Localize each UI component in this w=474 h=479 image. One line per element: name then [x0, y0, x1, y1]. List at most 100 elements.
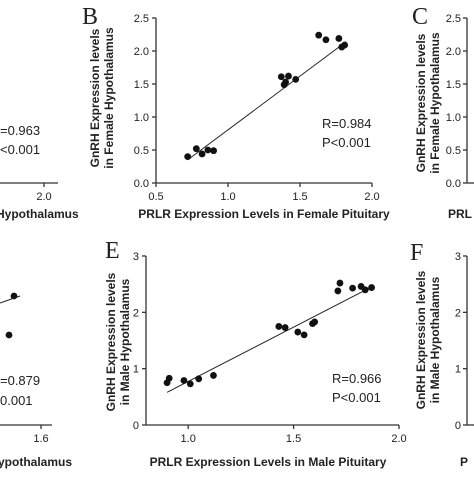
- panel-b-y-tick-label: 0.5: [134, 145, 149, 157]
- panel-d-x-axis-title: ypothalamus: [0, 455, 72, 469]
- panel-b-data-point: [198, 150, 206, 158]
- panel-d-stat-r: =0.879: [0, 373, 40, 388]
- panel-b-data-point: [285, 72, 292, 80]
- panel-c-y-tick-label: 2.5: [446, 13, 461, 25]
- panel-b-data-point: [210, 147, 218, 155]
- panel-b-y-ticks: 0.0 0.5 1.0 1.5 2.0 2.5: [134, 13, 156, 190]
- panel-d: 1.6 ypothalamus =0.879 0.001: [0, 292, 72, 469]
- panel-e-data-point: [336, 279, 344, 287]
- panel-d-x-tick-label: 1.6: [33, 433, 48, 445]
- panel-b-fit-line: [187, 41, 347, 161]
- panel-e-fit-line: [166, 285, 374, 393]
- panel-e-y-tick-label: 3: [133, 251, 139, 263]
- panel-e-data-point: [195, 375, 203, 383]
- panel-e: E GnRH Expression levels in Male Hypotha…: [104, 238, 407, 469]
- panel-e-x-axis-title: PRLR Expression Levels in Male Pituitary: [150, 455, 387, 469]
- panel-b-y-tick-label: 1.5: [134, 79, 149, 91]
- panel-c-letter: C: [412, 4, 428, 30]
- panel-e-y-tick-label: 1: [133, 364, 139, 376]
- panel-f-letter: F: [410, 240, 423, 266]
- panel-e-data-point: [186, 380, 194, 388]
- panel-b-y-tick-label: 2.0: [134, 46, 149, 58]
- panel-f-y-tick-label: 1: [455, 364, 461, 376]
- panel-b-points: [184, 31, 349, 161]
- panel-c-y-tick-label: 0.5: [446, 145, 461, 157]
- panel-a: 2.0 Hypothalamus =0.963 <0.001: [0, 123, 79, 221]
- panel-b: B GnRH Expression levels in Female Hypot…: [82, 4, 390, 221]
- panel-b-stat-p: P<0.001: [322, 135, 371, 150]
- panel-e-data-point: [361, 286, 369, 294]
- panel-b-x-tick-label: 1.5: [292, 191, 307, 203]
- panel-b-y-axis-title-line-2: in Female Hypothalamus: [102, 27, 116, 169]
- panel-f-y-axis-title-line-1: GnRH Expression levels: [414, 270, 428, 409]
- panel-f-y-tick-label: 2: [455, 307, 461, 319]
- panel-b-y-axis-title-line-1: GnRH Expression levels: [88, 28, 102, 167]
- panel-e-data-point: [334, 287, 342, 295]
- panel-b-letter: B: [82, 4, 98, 30]
- panel-a-stat-p: <0.001: [0, 142, 40, 157]
- panel-c-y-ticks: 0.0 0.5 1.0 1.5 2.0 2.5: [446, 13, 467, 190]
- panel-b-data-point: [292, 75, 300, 83]
- panel-f-y-tick-label: 3: [455, 251, 461, 263]
- panel-c-y-tick-label: 0.0: [446, 178, 461, 190]
- panel-f-y-ticks: 0 1 2 3: [455, 251, 467, 432]
- panel-a-stat-r: =0.963: [0, 123, 40, 138]
- panel-b-data-point: [282, 78, 289, 86]
- panel-e-x-tick-label: 1.5: [286, 433, 301, 445]
- panel-e-data-point: [165, 374, 173, 382]
- panel-b-x-tick-label: 1.0: [220, 191, 235, 203]
- panel-b-data-point: [277, 73, 285, 81]
- panel-e-x-tick-label: 2.0: [391, 433, 406, 445]
- panel-b-data-point: [184, 153, 192, 161]
- panel-e-y-tick-label: 2: [133, 307, 139, 319]
- panel-b-stat-r: R=0.984: [322, 116, 372, 131]
- panel-e-data-point: [368, 284, 375, 291]
- panel-b-data-point: [335, 35, 343, 42]
- panel-e-x-tick-label: 1.0: [181, 433, 196, 445]
- panel-a-x-axis-title: Hypothalamus: [0, 207, 79, 221]
- panel-c-y-tick-label: 1.0: [446, 112, 461, 124]
- panel-e-data-point: [281, 324, 289, 331]
- panel-e-y-axis-title-line-1: GnRH Expression levels: [104, 272, 118, 411]
- panel-e-data-point: [300, 331, 308, 339]
- panel-f: F GnRH Expression levels in Male Hypotha…: [410, 240, 474, 469]
- panel-b-x-tick-label: 2.0: [364, 191, 379, 203]
- panel-e-stat-r: R=0.966: [332, 371, 382, 386]
- panel-c: C GnRH Expression levels in Female Hypot…: [412, 4, 474, 221]
- panel-e-y-ticks: 0 1 2 3: [133, 251, 146, 432]
- panel-b-y-tick-label: 1.0: [134, 112, 149, 124]
- panel-e-data-point: [349, 284, 357, 292]
- panel-e-letter: E: [105, 238, 120, 264]
- panel-d-fit-line: [0, 295, 21, 304]
- panel-f-y-axis-title-line-2: in Male Hypothalamus: [428, 276, 442, 403]
- panel-e-x-ticks: 1.0 1.5 2.0: [181, 425, 407, 445]
- panel-b-x-ticks: 0.5 1.0 1.5 2.0: [148, 183, 380, 203]
- panel-b-data-point: [341, 41, 349, 49]
- panel-e-stat-p: P<0.001: [332, 390, 381, 405]
- panel-c-y-axis-title-line-1: GnRH Expression levels: [414, 33, 428, 172]
- panel-c-y-tick-label: 2.0: [446, 46, 461, 58]
- panel-e-data-point: [210, 372, 217, 379]
- panel-c-x-axis-title: PRL: [448, 207, 472, 221]
- panel-f-x-axis-title: P: [460, 455, 468, 469]
- panel-c-y-axis-title-line-2: in Female Hypothalamus: [428, 32, 442, 174]
- panel-b-y-tick-label: 2.5: [134, 13, 149, 25]
- panel-e-y-axis-title-line-2: in Male Hypothalamus: [118, 278, 132, 405]
- panel-d-stat-p: 0.001: [0, 393, 33, 408]
- panel-e-data-point: [311, 318, 319, 326]
- panel-b-data-point: [315, 31, 323, 39]
- panel-e-y-tick-label: 0: [133, 420, 139, 432]
- panel-a-x-tick-label: 2.0: [36, 191, 51, 203]
- panel-b-x-tick-label: 0.5: [148, 191, 163, 203]
- panel-b-x-axis-title: PRLR Expression Levels in Female Pituita…: [138, 207, 390, 221]
- panel-b-y-tick-label: 0.0: [134, 178, 149, 190]
- panel-e-data-point: [294, 328, 302, 336]
- panel-e-data-point: [180, 377, 188, 384]
- panel-c-y-tick-label: 1.5: [446, 79, 461, 91]
- panel-b-data-point: [322, 36, 330, 44]
- panel-f-y-tick-label: 0: [455, 420, 461, 432]
- panel-e-data-point: [275, 323, 283, 330]
- panel-d-data-point: [5, 331, 13, 339]
